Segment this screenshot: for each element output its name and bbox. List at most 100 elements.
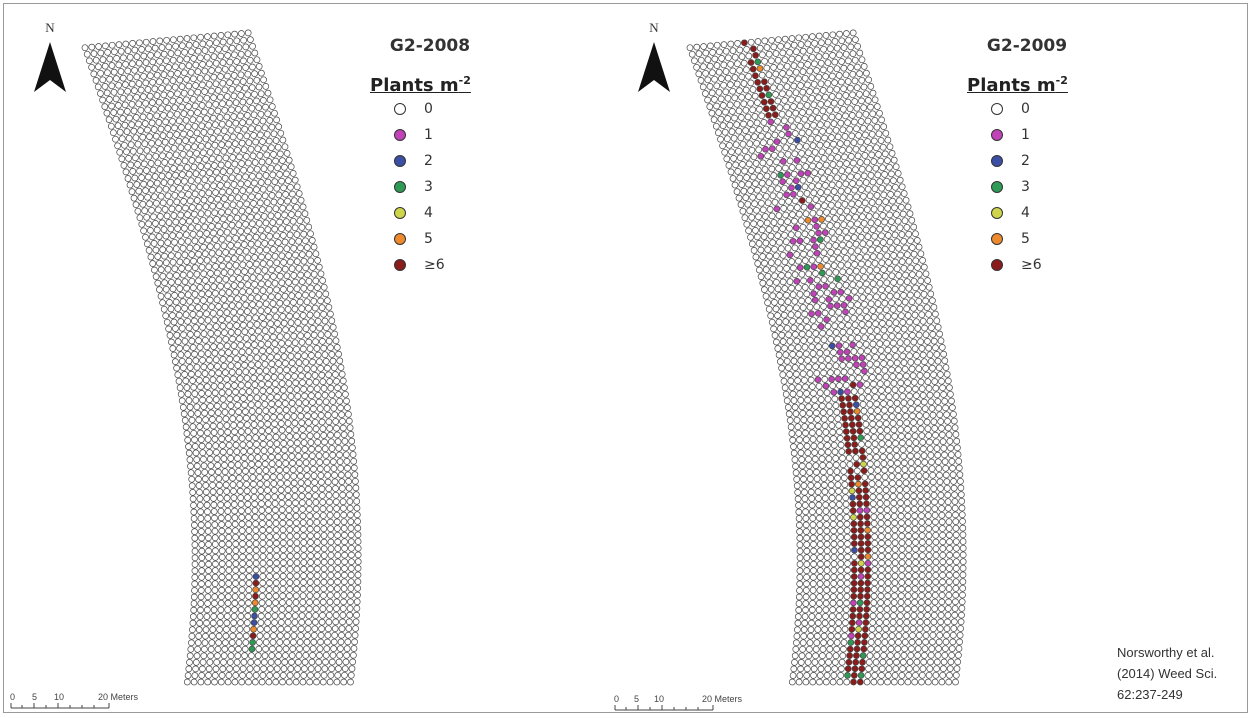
grid-cell [223,619,231,627]
grid-cell [312,612,320,619]
grid-cell [772,252,780,260]
grid-cell [231,606,238,613]
grid-cell [262,103,269,111]
grid-cell [904,432,912,440]
grid-cell [910,304,917,312]
grid-cell [890,252,898,259]
grid-cell [825,362,833,370]
legend-item: 0 [394,96,510,122]
grid-cell [867,638,875,646]
grid-cell [268,239,275,247]
grid-cell [224,161,232,168]
grid-cell [129,60,136,68]
grid-cell [338,478,346,485]
grid-cell [198,442,206,450]
grid-cell [254,267,262,275]
grid-cell [895,472,903,480]
legend-heading: Plants m-2 [370,74,471,96]
grid-cell [251,381,259,388]
grid-cell [300,532,307,540]
infested-cell [858,665,866,673]
grid-cell [261,144,268,152]
grid-cell [168,338,175,346]
grid-cell [326,425,334,432]
grid-cell [816,349,824,357]
infested-cell [845,395,852,402]
grid-cell [919,558,926,566]
grid-cell [884,157,891,164]
grid-cell [768,212,776,220]
grid-cell [183,430,191,437]
grid-cell [112,95,120,103]
grid-cell [218,567,226,574]
grid-cell [767,259,775,267]
grid-cell [346,498,354,505]
grid-cell [212,121,219,129]
grid-cell [770,43,778,51]
grid-cell [269,645,276,653]
grid-cell [228,174,236,182]
grid-cell [810,567,817,574]
grid-cell [859,240,867,248]
grid-cell [304,332,311,339]
grid-cell [254,145,262,153]
grid-cell [206,169,213,176]
grid-cell [333,505,340,512]
grid-cell [268,103,276,110]
grid-cell [923,304,931,311]
grid-cell [265,137,273,145]
grid-cell [925,532,933,539]
grid-cell [840,221,848,229]
grid-cell [354,538,362,545]
grid-cell [902,244,909,252]
grid-cell [249,474,257,481]
grid-cell [258,206,266,213]
grid-cell [354,591,361,599]
grid-cell [915,465,922,473]
infested-cell [863,500,870,508]
grid-cell [262,645,269,653]
grid-cell [138,66,145,74]
grid-cell [146,133,153,140]
grid-cell [917,425,925,433]
grid-cell [353,504,361,512]
infested-cell [789,237,797,245]
grid-cell [851,98,859,105]
grid-cell [793,337,801,345]
grid-cell [711,55,719,63]
grid-cell [793,632,801,640]
grid-cell [308,318,315,326]
grid-cell [236,153,243,161]
grid-cell [944,618,951,626]
grid-cell [198,580,205,588]
grid-cell [190,429,198,437]
grid-cell [320,545,328,553]
grid-cell [887,359,894,367]
grid-cell [829,255,836,263]
grid-cell [934,458,942,466]
grid-cell [180,198,187,205]
grid-cell [336,397,344,405]
grid-cell [235,301,243,309]
grid-cell [178,83,186,90]
grid-cell [911,578,919,586]
grid-cell [149,166,157,174]
infested-cell [850,573,858,580]
grid-cell [887,406,895,414]
grid-cell [208,336,216,344]
grid-cell [334,531,341,539]
grid-cell [205,290,212,297]
infested-cell [850,434,858,442]
grid-cell [905,579,912,586]
grid-cell [271,493,279,501]
grid-cell [881,218,888,226]
grid-cell [871,672,879,679]
grid-cell [918,518,926,526]
grid-cell [341,384,348,391]
grid-cell [245,678,252,686]
grid-cell [946,671,953,679]
grid-cell [232,119,240,127]
grid-cell [918,432,926,439]
grid-cell [768,318,776,326]
grid-cell [896,612,904,620]
